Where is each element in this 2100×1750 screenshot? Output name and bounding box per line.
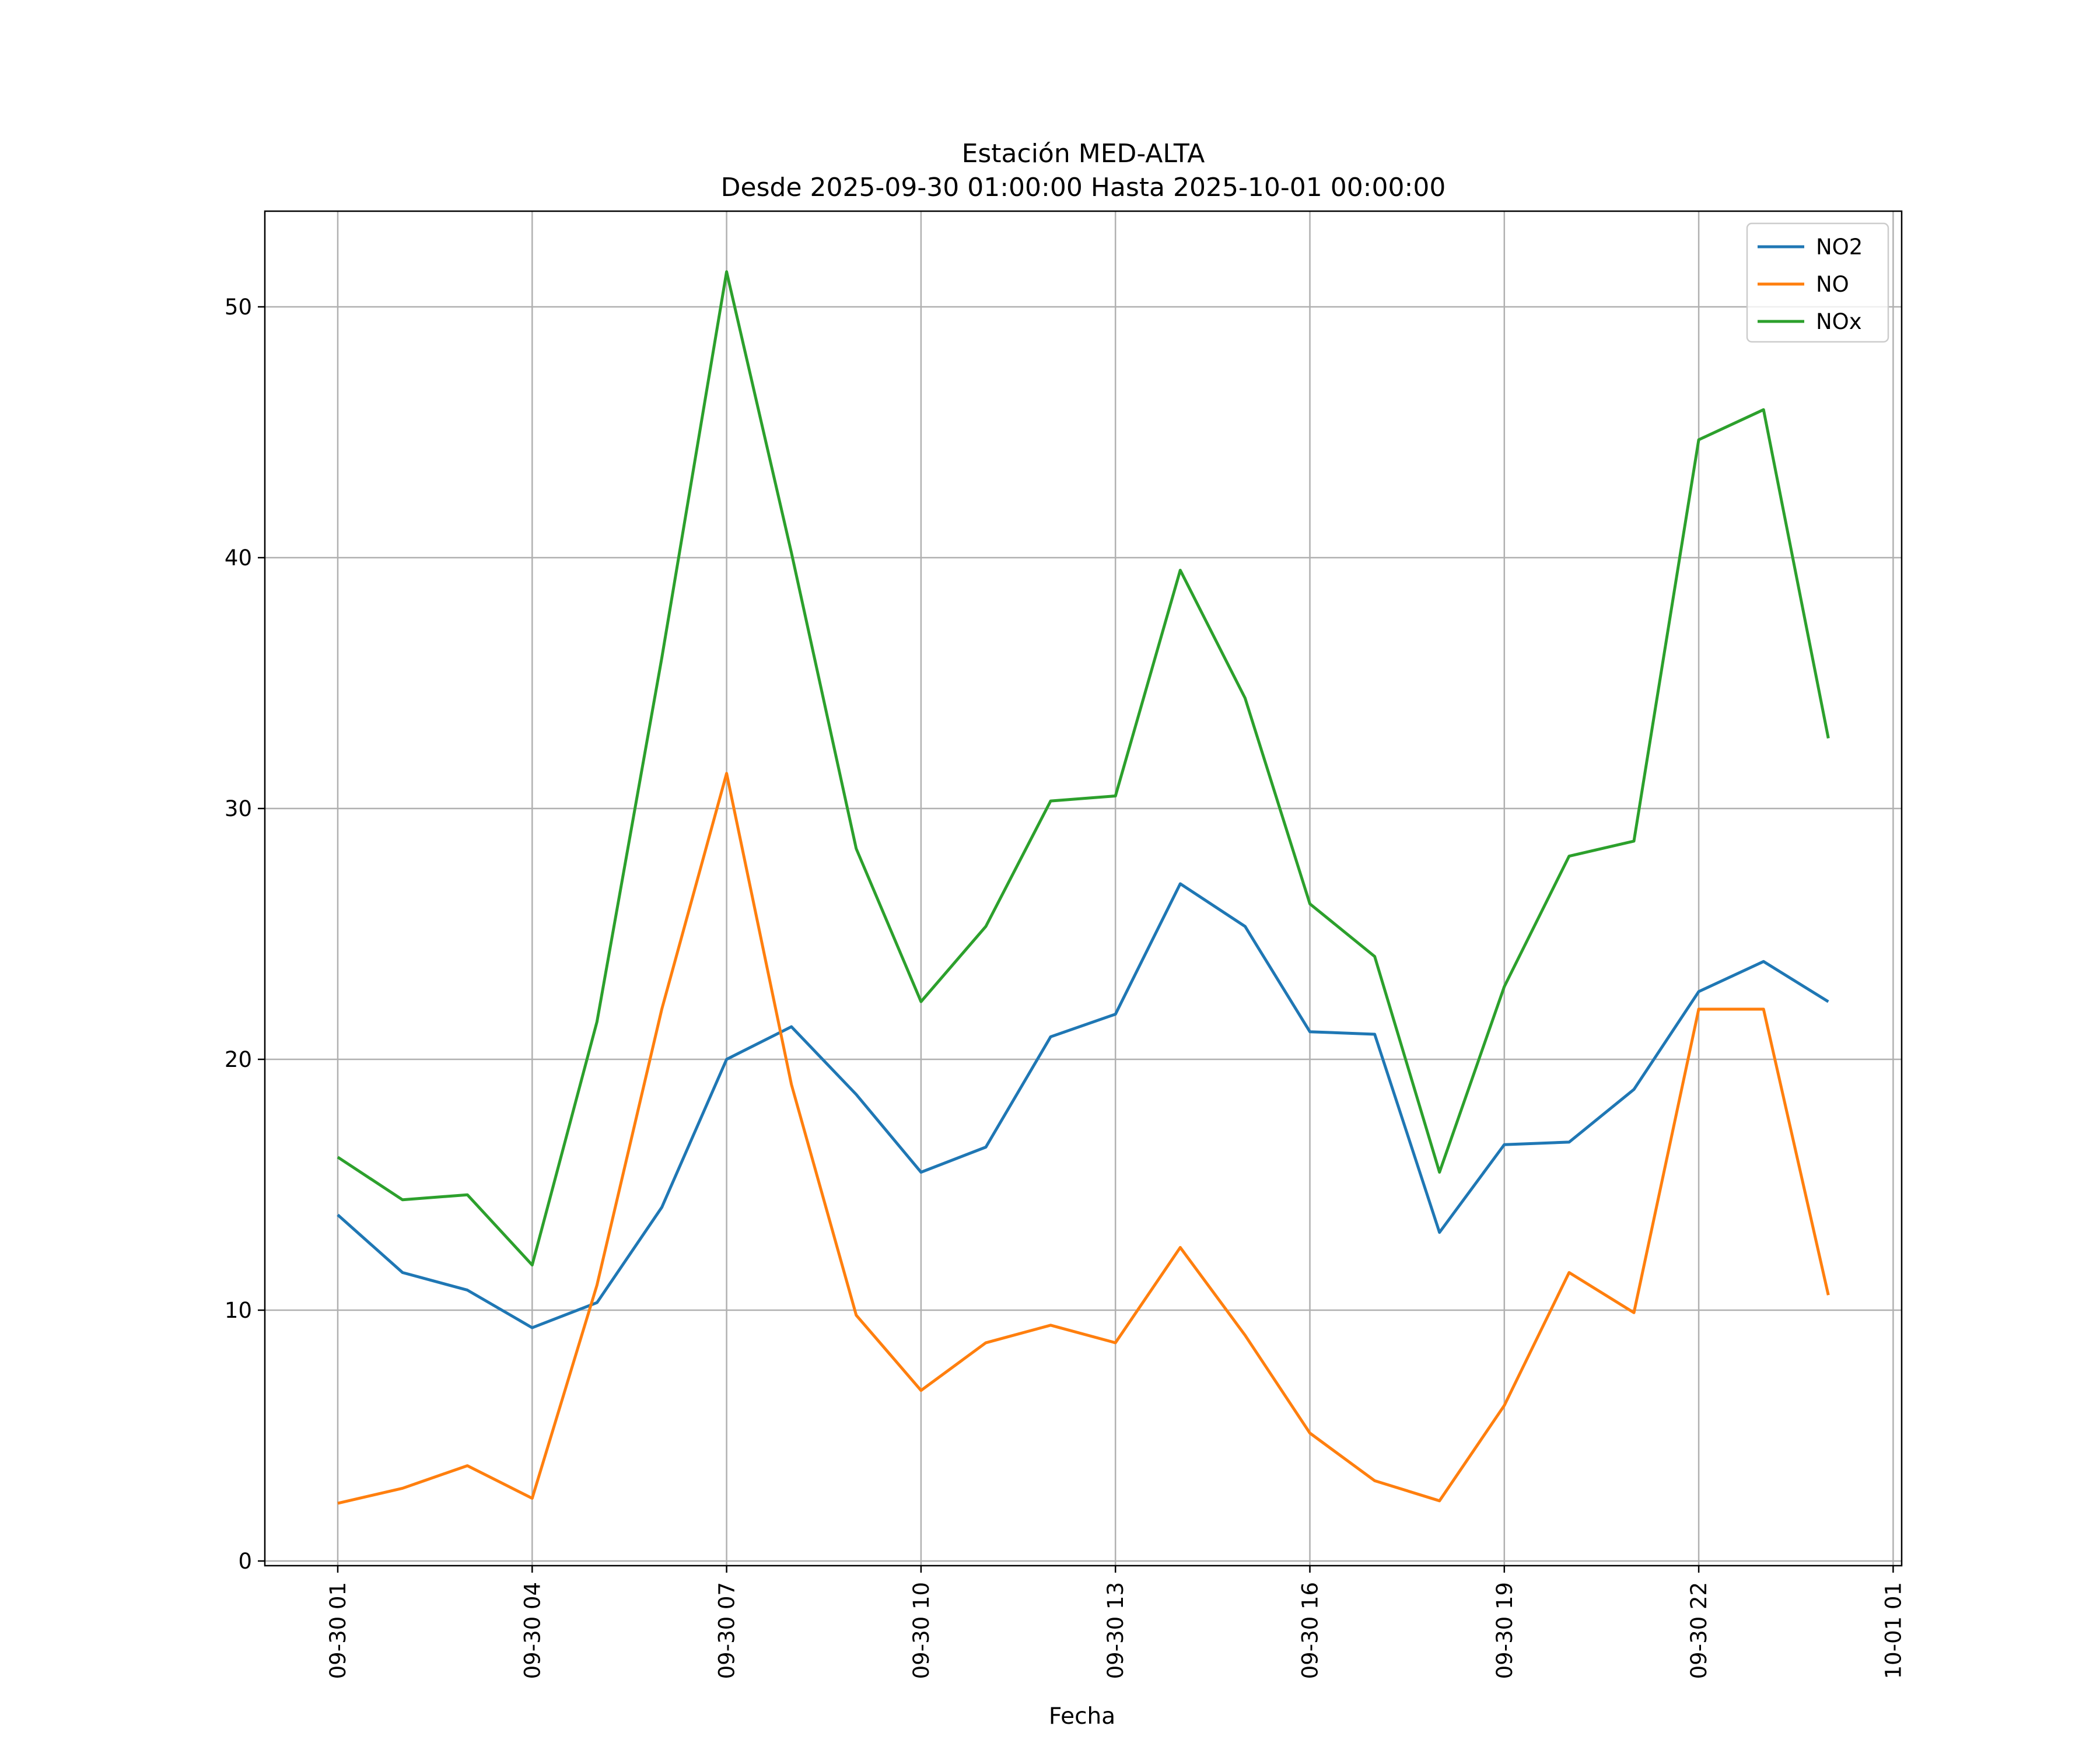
x-tick-label: 09-30 07 bbox=[715, 1582, 740, 1679]
x-tick-label: 09-30 22 bbox=[1686, 1582, 1712, 1679]
plot-frame bbox=[264, 210, 1903, 1567]
legend-label-no: NO bbox=[1816, 272, 1849, 297]
chart-subtitle: Desde 2025-09-30 01:00:00 Hasta 2025-10-… bbox=[721, 173, 1446, 202]
series-line-nox bbox=[337, 270, 1830, 1267]
x-tick-label: 09-30 13 bbox=[1103, 1582, 1128, 1679]
x-tick-label: 09-30 01 bbox=[326, 1582, 351, 1679]
x-tick-label: 09-30 16 bbox=[1298, 1582, 1323, 1679]
legend-label-nox: NOx bbox=[1816, 309, 1862, 334]
x-axis-label: Fecha bbox=[1049, 1703, 1115, 1730]
x-tick-label: 09-30 19 bbox=[1492, 1582, 1517, 1679]
legend-box bbox=[1746, 222, 1889, 343]
series-lines bbox=[337, 270, 1830, 1505]
y-tick-label: 10 bbox=[225, 1298, 252, 1323]
y-tick-label: 0 bbox=[238, 1549, 252, 1574]
legend: NO2 NO NOx bbox=[1746, 222, 1889, 343]
y-tick-label: 20 bbox=[225, 1047, 252, 1072]
series-line-no bbox=[337, 772, 1830, 1505]
chart-title: Estación MED-ALTA bbox=[962, 139, 1205, 169]
legend-label-no2: NO2 bbox=[1816, 235, 1863, 260]
x-tick-label: 09-30 04 bbox=[520, 1582, 545, 1679]
x-tick-label: 10-01 01 bbox=[1881, 1582, 1906, 1679]
x-tick-label: 09-30 10 bbox=[909, 1582, 934, 1679]
y-tick-label: 50 bbox=[225, 295, 252, 320]
y-tick-label: 30 bbox=[225, 796, 252, 821]
y-axis-ticks: 0 10 20 30 40 50 bbox=[225, 295, 265, 1574]
series-line-no2 bbox=[337, 882, 1829, 1329]
x-axis-ticks: 09-30 01 09-30 04 09-30 07 09-30 10 09-30 13… bbox=[326, 1566, 1906, 1679]
gridlines bbox=[265, 211, 1902, 1566]
y-tick-label: 40 bbox=[225, 545, 252, 570]
